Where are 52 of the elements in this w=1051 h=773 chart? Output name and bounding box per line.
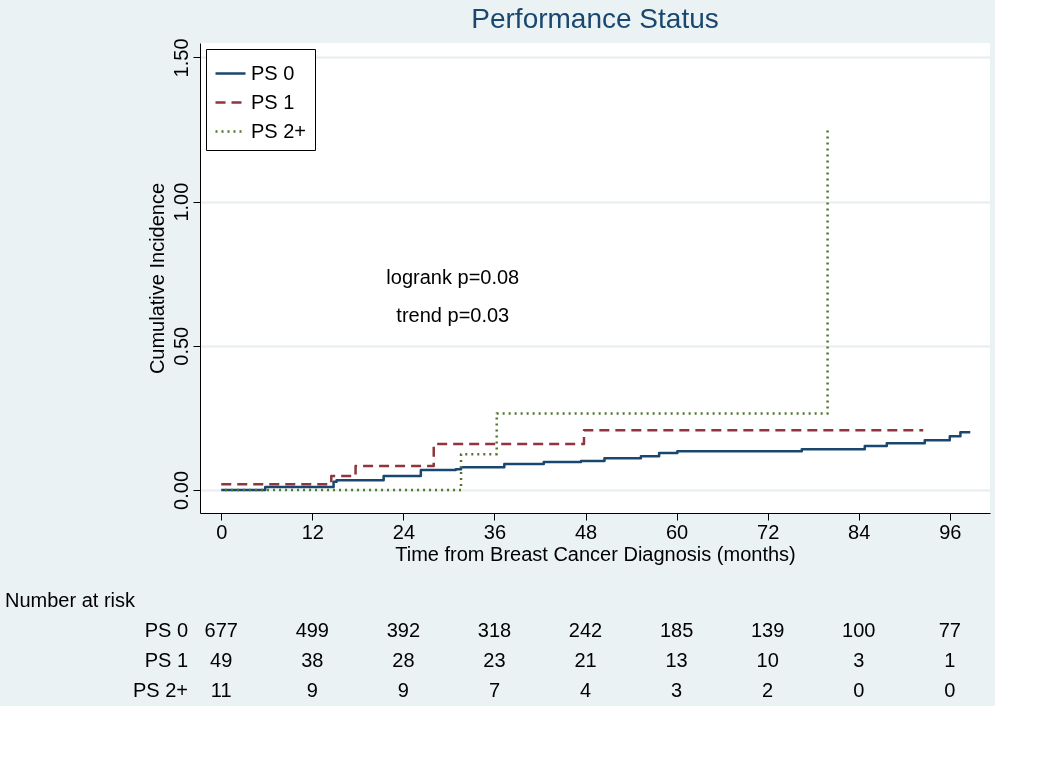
y-tick-label: 1.00 bbox=[169, 182, 192, 222]
text: 1 bbox=[944, 649, 956, 671]
text: 4 bbox=[579, 679, 592, 701]
text: 9 bbox=[306, 679, 318, 701]
text: 100 bbox=[842, 619, 876, 641]
text: 3 bbox=[671, 679, 683, 701]
text: 139 bbox=[750, 619, 785, 641]
y-tick-label: 0.50 bbox=[169, 326, 192, 366]
text: PS 2+ bbox=[132, 679, 188, 701]
x-tick-label: 12 bbox=[301, 520, 324, 543]
y-tick-label: 0.00 bbox=[169, 470, 192, 510]
text: 7 bbox=[488, 679, 501, 701]
x-tick-label: 60 bbox=[665, 520, 689, 543]
text: 318 bbox=[477, 619, 512, 641]
x-tick-label: 0 bbox=[216, 520, 228, 543]
annotation: logrank p=0.08 bbox=[386, 266, 520, 288]
x-axis-title: Time from Breast Cancer Diagnosis (months) bbox=[395, 542, 796, 565]
x-tick-label: 72 bbox=[757, 520, 780, 543]
text: 13 bbox=[665, 649, 688, 671]
legend-label: PS 1 bbox=[251, 90, 295, 113]
text: Number at risk bbox=[5, 589, 137, 611]
text: 499 bbox=[295, 619, 329, 641]
x-tick-label: 48 bbox=[574, 520, 598, 543]
text: 77 bbox=[938, 619, 961, 641]
y-axis-title: Cumulative Incidence bbox=[145, 182, 168, 375]
text: 9 bbox=[397, 679, 409, 701]
text: PS 0 bbox=[144, 619, 188, 641]
text: 10 bbox=[756, 649, 779, 671]
text: 677 bbox=[204, 619, 238, 641]
text: 3 bbox=[853, 649, 865, 671]
text: PS 1 bbox=[144, 649, 188, 671]
text: 185 bbox=[659, 619, 694, 641]
y-tick-label: 1.50 bbox=[169, 38, 192, 78]
text: 11 bbox=[210, 679, 232, 701]
x-tick-label: 96 bbox=[939, 520, 962, 543]
annotation: trend p=0.03 bbox=[396, 303, 510, 326]
text: 392 bbox=[386, 619, 421, 641]
text: 0 bbox=[944, 679, 956, 701]
text: 23 bbox=[483, 649, 506, 671]
text: 0 bbox=[853, 679, 865, 701]
text: 28 bbox=[392, 649, 415, 671]
x-tick-label: 24 bbox=[392, 520, 416, 543]
text: 21 bbox=[574, 649, 597, 671]
text: 49 bbox=[210, 649, 233, 671]
x-tick-label: 84 bbox=[848, 520, 871, 543]
chart-title: Performance Status bbox=[471, 2, 719, 34]
legend-label: PS 0 bbox=[251, 61, 295, 84]
text: 2 bbox=[762, 679, 774, 701]
x-tick-label: 36 bbox=[483, 520, 507, 543]
text: 38 bbox=[301, 649, 324, 671]
text: 242 bbox=[568, 619, 603, 641]
legend-label: PS 2+ bbox=[251, 119, 307, 142]
